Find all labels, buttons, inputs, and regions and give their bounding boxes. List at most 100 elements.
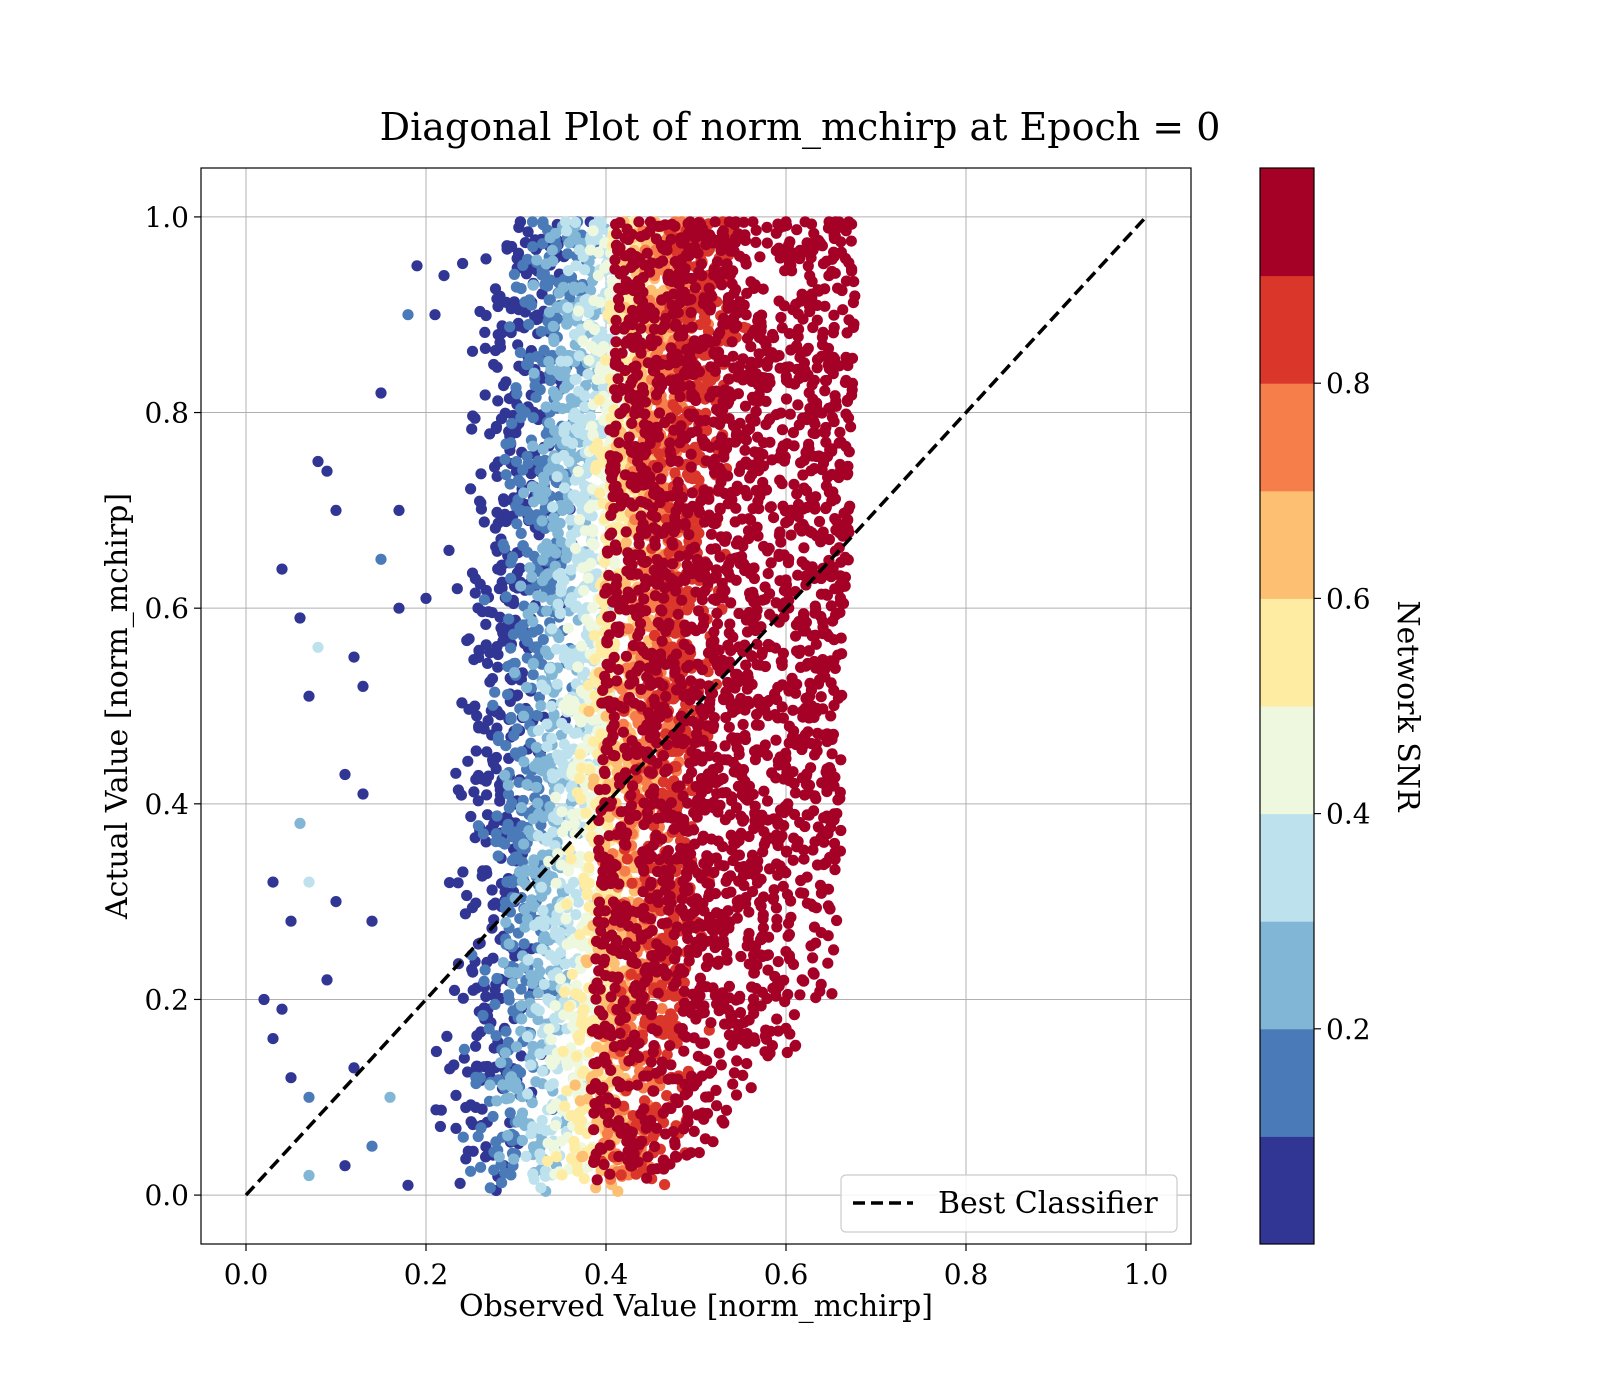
scatter-point	[511, 518, 523, 530]
scatter-point	[723, 1029, 736, 1041]
scatter-point	[537, 575, 549, 587]
scatter-point	[474, 578, 486, 590]
scatter-point	[667, 539, 679, 551]
scatter-point	[553, 491, 565, 503]
scatter-point	[730, 1089, 743, 1101]
scatter-point	[444, 1063, 456, 1075]
scatter-point	[668, 990, 681, 1002]
scatter-point	[792, 399, 804, 411]
scatter-point	[492, 395, 504, 407]
scatter-point	[435, 1104, 447, 1116]
scatter-point	[577, 562, 589, 574]
scatter-point	[558, 986, 571, 998]
scatter-point	[561, 723, 574, 735]
scatter-point	[520, 1150, 532, 1162]
scatter-point	[550, 877, 562, 889]
scatter-point	[558, 738, 571, 751]
scatter-point	[599, 905, 611, 917]
scatter-point	[545, 1033, 557, 1046]
scatter-point	[656, 635, 668, 647]
scatter-point	[572, 465, 584, 478]
scatter-point	[455, 789, 467, 801]
scatter-point	[487, 757, 499, 769]
scatter-point	[545, 462, 557, 474]
scatter-point	[571, 553, 583, 565]
scatter-point	[499, 542, 511, 554]
scatter-point	[727, 350, 739, 362]
scatter-point	[518, 867, 530, 879]
scatter-point	[541, 835, 553, 847]
scatter-point	[588, 629, 601, 642]
scatter-point	[484, 1182, 496, 1194]
scatter-point	[536, 591, 549, 603]
scatter-point	[518, 710, 530, 722]
scatter-point	[494, 611, 506, 623]
scatter-point	[569, 1142, 581, 1154]
scatter-point	[475, 1122, 487, 1134]
scatter-point	[515, 802, 528, 814]
scatter-point	[504, 1107, 516, 1119]
scatter-point	[549, 1119, 562, 1132]
scatter-point	[537, 542, 549, 555]
scatter-point	[471, 710, 483, 722]
scatter-point	[528, 367, 540, 379]
scatter-point	[441, 1030, 453, 1042]
scatter-point	[546, 732, 558, 745]
scatter-point	[645, 1056, 657, 1068]
scatter-point	[538, 344, 550, 356]
scatter-point	[548, 335, 560, 348]
scatter-point	[499, 453, 511, 466]
scatter-point	[604, 287, 616, 299]
scatter-point	[787, 854, 799, 866]
scatter-point	[478, 516, 490, 528]
scatter-point	[502, 689, 514, 701]
scatter-point	[574, 929, 586, 941]
scatter-point	[503, 994, 515, 1006]
scatter-point	[514, 347, 527, 359]
scatter-point	[819, 385, 831, 397]
scatter-point	[472, 772, 484, 784]
scatter-point	[486, 673, 499, 685]
scatter-point	[517, 540, 529, 552]
scatter-point	[771, 913, 783, 926]
scatter-point	[569, 374, 581, 386]
scatter-point	[457, 992, 469, 1004]
scatter-point	[831, 914, 843, 927]
scatter-point	[466, 567, 479, 579]
scatter-point	[511, 1082, 523, 1094]
scatter-point	[581, 467, 593, 479]
scatter-point	[591, 1174, 603, 1186]
scatter-point	[660, 690, 672, 703]
scatter-point	[775, 311, 787, 324]
scatter-points	[258, 216, 861, 1197]
scatter-point	[495, 1057, 507, 1069]
scatter-point	[527, 412, 539, 424]
scatter-point	[563, 862, 575, 874]
scatter-point	[537, 238, 549, 250]
scatter-point	[518, 756, 530, 768]
scatter-point	[496, 582, 508, 594]
scatter-point	[521, 635, 534, 647]
scatter-point	[535, 1182, 547, 1194]
scatter-point	[527, 658, 539, 670]
scatter-point	[580, 807, 592, 819]
scatter-point	[537, 634, 549, 646]
scatter-point	[463, 633, 475, 645]
scatter-point	[570, 988, 582, 1000]
scatter-point	[519, 921, 531, 933]
scatter-point	[754, 251, 766, 263]
scatter-point	[583, 354, 595, 366]
scatter-point	[568, 876, 580, 889]
scatter-point	[506, 551, 519, 563]
scatter-point	[484, 1079, 496, 1091]
scatter-point	[461, 889, 473, 902]
scatter-point	[525, 468, 537, 480]
scatter-point	[469, 412, 481, 424]
scatter-point	[508, 268, 520, 280]
scatter-point	[489, 984, 501, 996]
scatter-point	[843, 446, 855, 458]
scatter-point	[502, 1129, 514, 1142]
scatter-point	[551, 471, 563, 483]
scatter-point	[472, 820, 484, 832]
scatter-point	[450, 1122, 462, 1134]
